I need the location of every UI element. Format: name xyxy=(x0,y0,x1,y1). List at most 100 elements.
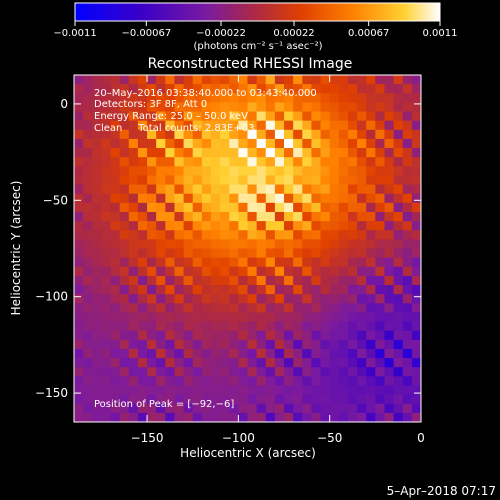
heatmap-cell xyxy=(192,75,203,85)
heatmap-cell xyxy=(302,312,312,322)
heatmap-cell xyxy=(411,157,422,167)
heatmap-cell xyxy=(384,111,394,122)
heatmap-cell xyxy=(384,75,394,85)
heatmap-cell xyxy=(274,184,285,195)
heatmap-cell xyxy=(375,339,385,350)
heatmap-cell xyxy=(238,157,248,167)
heatmap-cell xyxy=(265,385,276,395)
heatmap-cell xyxy=(147,367,157,377)
colorbar-tick-label: 0.00022 xyxy=(273,28,314,39)
heatmap-cell xyxy=(192,239,203,249)
heatmap-cell xyxy=(165,157,175,167)
heatmap-cell xyxy=(247,138,258,149)
heatmap-cell xyxy=(110,148,121,158)
heatmap-cell xyxy=(338,330,349,341)
heatmap-cell xyxy=(411,138,422,149)
heatmap-cell xyxy=(119,376,130,386)
heatmap-cell xyxy=(192,211,203,222)
heatmap-cell xyxy=(156,321,166,332)
heatmap-cell xyxy=(402,385,413,395)
heatmap-cell xyxy=(366,184,376,195)
heatmap-cell xyxy=(357,157,367,167)
heatmap-cell xyxy=(110,111,121,122)
heatmap-cell xyxy=(174,193,184,204)
heatmap-cell xyxy=(192,348,203,359)
heatmap-cell xyxy=(192,294,203,304)
heatmap-cell xyxy=(274,230,285,240)
heatmap-cell xyxy=(92,111,102,122)
heatmap-cell xyxy=(247,211,258,222)
heatmap-cell xyxy=(83,330,93,341)
heatmap-cell xyxy=(375,385,385,395)
heatmap-cell xyxy=(284,412,294,423)
heatmap-cell xyxy=(83,75,93,85)
heatmap-cell xyxy=(357,339,367,350)
heatmap-cell xyxy=(238,175,248,185)
heatmap-cell xyxy=(201,120,212,131)
heatmap-cell xyxy=(293,230,303,240)
heatmap-cell xyxy=(338,75,349,85)
heatmap-cell xyxy=(229,184,239,195)
heatmap-cell xyxy=(101,166,111,176)
heatmap-cell xyxy=(83,138,93,149)
heatmap-cell xyxy=(284,138,294,149)
heatmap-cell xyxy=(220,129,230,140)
heatmap-cell xyxy=(274,321,285,332)
heatmap-cell xyxy=(274,102,285,112)
heatmap-cell xyxy=(411,221,422,231)
heatmap-cell xyxy=(183,84,194,94)
heatmap-cell xyxy=(119,412,130,423)
heatmap-cell xyxy=(256,184,267,195)
heatmap-cell xyxy=(384,348,394,359)
heatmap-cell xyxy=(366,394,376,405)
heatmap-cell xyxy=(329,129,340,140)
heatmap-cell xyxy=(256,138,267,149)
heatmap-cell xyxy=(393,330,404,341)
heatmap-cell xyxy=(165,221,175,231)
heatmap-cell xyxy=(147,148,157,158)
heatmap-cell xyxy=(201,394,212,405)
heatmap-cell xyxy=(265,348,276,359)
heatmap-cell xyxy=(411,202,422,213)
heatmap-cell xyxy=(329,285,340,295)
heatmap-cell xyxy=(174,266,184,277)
heatmap-cell xyxy=(338,202,349,213)
heatmap-cell xyxy=(311,403,321,414)
heatmap-cell xyxy=(293,385,303,395)
heatmap-cell xyxy=(293,412,303,423)
heatmap-cell xyxy=(347,129,358,140)
heatmap-cell xyxy=(384,385,394,395)
heatmap-cell xyxy=(83,211,93,222)
heatmap-cell xyxy=(147,175,157,185)
heatmap-cell xyxy=(411,102,422,112)
heatmap-cell xyxy=(320,394,331,405)
heatmap-cell xyxy=(83,403,93,414)
heatmap-cell xyxy=(384,184,394,195)
heatmap-cell xyxy=(101,348,111,359)
heatmap-cell xyxy=(137,303,148,313)
heatmap-cell xyxy=(338,248,349,259)
heatmap-cell xyxy=(192,129,203,140)
heatmap-cell xyxy=(165,294,175,304)
heatmap-cell xyxy=(156,84,166,94)
heatmap-cell xyxy=(402,358,413,368)
heatmap-cell xyxy=(128,111,139,122)
heatmap-cell xyxy=(256,275,267,286)
heatmap-cell xyxy=(302,275,312,286)
heatmap-cell xyxy=(128,394,139,405)
heatmap-cell xyxy=(284,403,294,414)
heatmap-cell xyxy=(411,184,422,195)
heatmap-cell xyxy=(119,230,130,240)
heatmap-cell xyxy=(101,221,111,231)
heatmap-cell xyxy=(329,148,340,158)
heatmap-cell xyxy=(147,166,157,176)
heatmap-cell xyxy=(256,84,267,94)
heatmap-cell xyxy=(338,175,349,185)
heatmap-cell xyxy=(174,211,184,222)
heatmap-cell xyxy=(110,84,121,94)
heatmap-cell xyxy=(119,202,130,213)
heatmap-cell xyxy=(384,367,394,377)
annotation-clean-counts: Clean Total counts: 2.83E+03 xyxy=(94,123,254,134)
heatmap-cell xyxy=(384,138,394,149)
heatmap-cell xyxy=(128,221,139,231)
